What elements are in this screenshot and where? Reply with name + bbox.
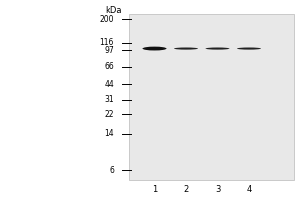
Ellipse shape xyxy=(206,47,230,50)
Text: 116: 116 xyxy=(100,38,114,47)
Text: 2: 2 xyxy=(183,186,189,194)
Text: 97: 97 xyxy=(104,46,114,55)
Ellipse shape xyxy=(142,47,167,50)
Text: 200: 200 xyxy=(100,15,114,24)
Text: kDa: kDa xyxy=(105,6,122,15)
Ellipse shape xyxy=(237,47,261,50)
Text: 31: 31 xyxy=(104,95,114,104)
Text: 3: 3 xyxy=(215,186,220,194)
Text: 14: 14 xyxy=(104,129,114,138)
Text: 66: 66 xyxy=(104,62,114,71)
Ellipse shape xyxy=(174,47,198,50)
Text: 22: 22 xyxy=(104,110,114,119)
Bar xyxy=(129,14,294,180)
Text: 44: 44 xyxy=(104,80,114,89)
Text: 6: 6 xyxy=(109,166,114,175)
Text: 4: 4 xyxy=(246,186,252,194)
Text: 1: 1 xyxy=(152,186,157,194)
